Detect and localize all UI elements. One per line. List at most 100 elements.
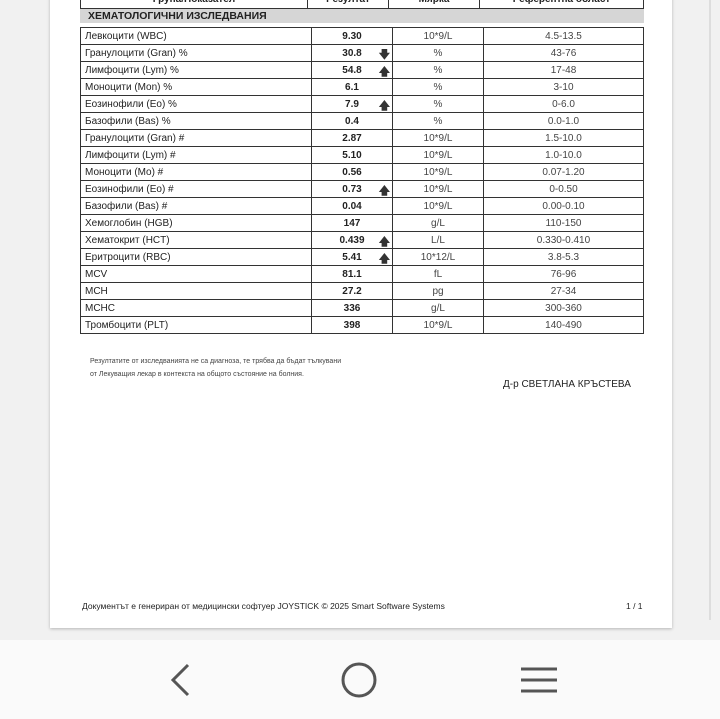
test-name: Левкоцити (WBC): [80, 27, 312, 45]
test-unit: 10*9/L: [392, 180, 484, 198]
table-row: Хемоглобин (HGB) 147 g/L 110-150: [80, 214, 644, 232]
test-name: Хемоглобин (HGB): [80, 214, 312, 232]
test-unit: 10*9/L: [392, 27, 484, 45]
test-name: Еозинофили (Eo) %: [80, 95, 312, 113]
test-name: MCHC: [80, 299, 312, 317]
menu-button[interactable]: [519, 660, 559, 700]
result-value: 6.1: [345, 81, 359, 93]
result-value: 7.9: [345, 98, 359, 110]
table-row: MCH 27.2 pg 27-34: [80, 282, 644, 300]
arrow-down-icon: 🡇: [378, 49, 390, 61]
test-result: 30.8 🡇: [311, 44, 393, 62]
result-value: 5.41: [342, 251, 362, 263]
arrow-up-icon: 🡅: [378, 253, 390, 265]
result-value: 0.04: [342, 200, 362, 212]
footer-text: Документът е генериран от медицински соф…: [82, 601, 445, 611]
navigation-bar: [0, 640, 720, 719]
test-name: MCV: [80, 265, 312, 283]
scrollbar[interactable]: [709, 0, 711, 620]
test-result: 0.04: [311, 197, 393, 215]
test-unit: g/L: [392, 214, 484, 232]
result-value: 27.2: [342, 285, 362, 297]
header-unit: Мярка: [388, 0, 480, 9]
test-reference: 0.00-0.10: [483, 197, 644, 215]
result-value: 9.30: [342, 30, 362, 42]
test-reference: 0.0-1.0: [483, 112, 644, 130]
result-value: 54.8: [342, 64, 362, 76]
test-reference: 110-150: [483, 214, 644, 232]
test-unit: 10*12/L: [392, 248, 484, 266]
test-result: 7.9 🡅: [311, 95, 393, 113]
table-row: Еозинофили (Eo) # 0.73 🡅 10*9/L 0-0.50: [80, 180, 644, 198]
test-name: Гранулоцити (Gran) %: [80, 44, 312, 62]
page-number: 1 / 1: [626, 601, 643, 611]
table-row: Тромбоцити (PLT) 398 10*9/L 140-490: [80, 316, 644, 334]
test-result: 336: [311, 299, 393, 317]
table-row: Моноцити (Mo) # 0.56 10*9/L 0.07-1.20: [80, 163, 644, 181]
test-result: 5.10: [311, 146, 393, 164]
result-value: 5.10: [342, 149, 362, 161]
test-result: 0.439 🡅: [311, 231, 393, 249]
test-result: 398: [311, 316, 393, 334]
test-unit: pg: [392, 282, 484, 300]
table-row: MCHC 336 g/L 300-360: [80, 299, 644, 317]
test-name: Гранулоцити (Gran) #: [80, 129, 312, 147]
result-value: 2.87: [342, 132, 362, 144]
test-unit: g/L: [392, 299, 484, 317]
header-reference: Референтна област: [479, 0, 644, 9]
home-button[interactable]: [339, 660, 379, 700]
header-result: Резултат: [307, 0, 389, 9]
test-unit: fL: [392, 265, 484, 283]
back-button[interactable]: [160, 660, 200, 700]
arrow-up-icon: 🡅: [378, 185, 390, 197]
test-result: 27.2: [311, 282, 393, 300]
test-unit: %: [392, 61, 484, 79]
test-reference: 140-490: [483, 316, 644, 334]
test-reference: 3.8-5.3: [483, 248, 644, 266]
test-unit: %: [392, 78, 484, 96]
test-reference: 3-10: [483, 78, 644, 96]
table-row: MCV 81.1 fL 76-96: [80, 265, 644, 283]
test-result: 54.8 🡅: [311, 61, 393, 79]
test-reference: 76-96: [483, 265, 644, 283]
table-row: Лимфоцити (Lym) # 5.10 10*9/L 1.0-10.0: [80, 146, 644, 164]
result-value: 81.1: [342, 268, 362, 280]
disclaimer-line-1: Резултатите от изследванията не са диагн…: [90, 358, 342, 365]
test-unit: %: [392, 95, 484, 113]
table-row: Гранулоцити (Gran) % 30.8 🡇 % 43-76: [80, 44, 644, 62]
result-value: 0.73: [342, 183, 362, 195]
test-reference: 43-76: [483, 44, 644, 62]
hamburger-icon: [521, 667, 557, 693]
test-name: Тромбоцити (PLT): [80, 316, 312, 334]
test-result: 9.30: [311, 27, 393, 45]
test-unit: 10*9/L: [392, 146, 484, 164]
test-unit: 10*9/L: [392, 316, 484, 334]
document-page: Група/Показател Резултат Мярка Референтн…: [50, 0, 672, 628]
table-row: Еритроцити (RBC) 5.41 🡅 10*12/L 3.8-5.3: [80, 248, 644, 266]
test-name: Лимфоцити (Lym) #: [80, 146, 312, 164]
test-reference: 0-0.50: [483, 180, 644, 198]
test-result: 2.87: [311, 129, 393, 147]
test-name: MCH: [80, 282, 312, 300]
chevron-left-icon: [170, 663, 190, 697]
test-unit: 10*9/L: [392, 129, 484, 147]
test-name: Еритроцити (RBC): [80, 248, 312, 266]
test-unit: 10*9/L: [392, 163, 484, 181]
test-name: Моноцити (Mon) %: [80, 78, 312, 96]
table-row: Хематокрит (HCT) 0.439 🡅 L/L 0.330-0.410: [80, 231, 644, 249]
test-name: Базофили (Bas) %: [80, 112, 312, 130]
test-result: 0.56: [311, 163, 393, 181]
table-row: Еозинофили (Eo) % 7.9 🡅 % 0-6.0: [80, 95, 644, 113]
test-reference: 27-34: [483, 282, 644, 300]
test-reference: 1.0-10.0: [483, 146, 644, 164]
result-value: 0.439: [339, 234, 365, 246]
test-name: Лимфоцити (Lym) %: [80, 61, 312, 79]
test-reference: 300-360: [483, 299, 644, 317]
test-unit: %: [392, 44, 484, 62]
arrow-up-icon: 🡅: [378, 100, 390, 112]
table-row: Гранулоцити (Gran) # 2.87 10*9/L 1.5-10.…: [80, 129, 644, 147]
test-unit: %: [392, 112, 484, 130]
test-result: 0.73 🡅: [311, 180, 393, 198]
test-reference: 0.07-1.20: [483, 163, 644, 181]
test-result: 81.1: [311, 265, 393, 283]
